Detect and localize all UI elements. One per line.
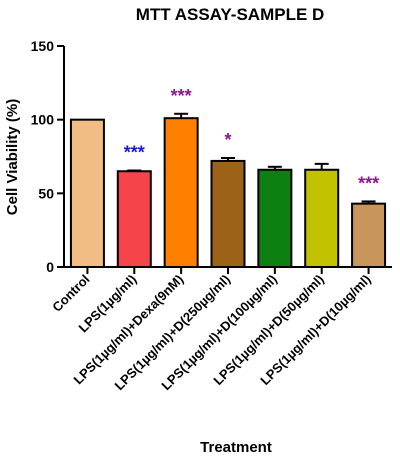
bar — [351, 202, 387, 268]
y-tick-label: 100 — [31, 112, 55, 128]
y-tick-label: 0 — [46, 259, 54, 275]
significance-label: *** — [358, 173, 379, 193]
bar — [163, 117, 199, 269]
chart-marks: 050100150ControlLPS(1µg/ml)LPS(1µg/ml)+D… — [31, 38, 387, 393]
significance-label: *** — [124, 142, 145, 162]
y-tick-label: 50 — [38, 185, 54, 201]
chart-title: MTT ASSAY-SAMPLE D — [136, 5, 325, 24]
bar — [116, 170, 152, 269]
x-axis-label: Treatment — [200, 439, 272, 456]
significance-label: * — [224, 130, 231, 150]
bar — [304, 168, 340, 268]
bar — [210, 159, 246, 268]
bar — [257, 168, 293, 268]
significance-label: *** — [171, 86, 192, 106]
y-tick-label: 150 — [31, 38, 55, 54]
bar — [69, 118, 105, 268]
category-label: Control — [49, 272, 92, 315]
y-axis-label: Cell Viability (%) — [4, 99, 21, 215]
